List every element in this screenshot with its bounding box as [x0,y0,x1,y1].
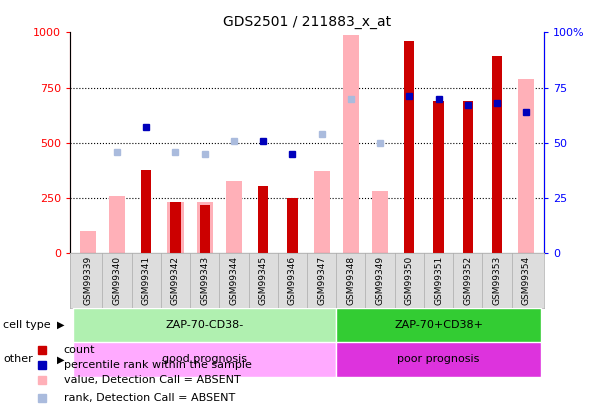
Text: ▶: ▶ [57,354,64,364]
Text: rank, Detection Call = ABSENT: rank, Detection Call = ABSENT [64,393,235,403]
Bar [287,198,298,253]
Text: ZAP-70-CD38-: ZAP-70-CD38- [166,320,244,330]
Bar [463,101,473,253]
Bar [200,205,210,253]
Text: ▶: ▶ [57,320,64,330]
Text: GSM99346: GSM99346 [288,256,297,305]
Text: poor prognosis: poor prognosis [397,354,480,364]
Bar [336,342,541,377]
Text: GSM99344: GSM99344 [230,256,238,305]
Text: percentile rank within the sample: percentile rank within the sample [64,360,251,370]
Text: GSM99349: GSM99349 [376,256,384,305]
Text: GSM99347: GSM99347 [317,256,326,305]
Text: other: other [3,354,33,364]
Text: value, Detection Call = ABSENT: value, Detection Call = ABSENT [64,375,240,385]
Text: GSM99351: GSM99351 [434,256,443,305]
Text: GSM99340: GSM99340 [112,256,122,305]
Text: GSM99345: GSM99345 [258,256,268,305]
Text: GSM99343: GSM99343 [200,256,209,305]
Bar [73,342,336,377]
Bar [433,101,444,253]
Text: GSM99348: GSM99348 [346,256,356,305]
Bar [336,308,541,342]
Text: GSM99339: GSM99339 [83,256,92,305]
Bar [109,196,125,253]
Bar [167,202,183,253]
Bar [518,79,534,253]
Bar [372,191,388,253]
Text: ZAP-70+CD38+: ZAP-70+CD38+ [394,320,483,330]
Bar [170,202,181,253]
Bar [141,171,152,253]
Bar [197,202,213,253]
Text: count: count [64,345,95,356]
Text: cell type: cell type [3,320,51,330]
Text: GSM99350: GSM99350 [405,256,414,305]
Text: good prognosis: good prognosis [163,354,247,364]
Bar [404,41,414,253]
Bar [80,231,96,253]
Title: GDS2501 / 211883_x_at: GDS2501 / 211883_x_at [223,15,391,29]
Bar [343,34,359,253]
Bar [258,186,268,253]
Bar [492,55,502,253]
Text: GSM99341: GSM99341 [142,256,151,305]
Text: GSM99353: GSM99353 [492,256,502,305]
Bar [313,171,330,253]
Text: GSM99342: GSM99342 [171,256,180,305]
Bar [73,308,336,342]
Text: GSM99352: GSM99352 [463,256,472,305]
Bar [226,181,242,253]
Text: GSM99354: GSM99354 [522,256,531,305]
